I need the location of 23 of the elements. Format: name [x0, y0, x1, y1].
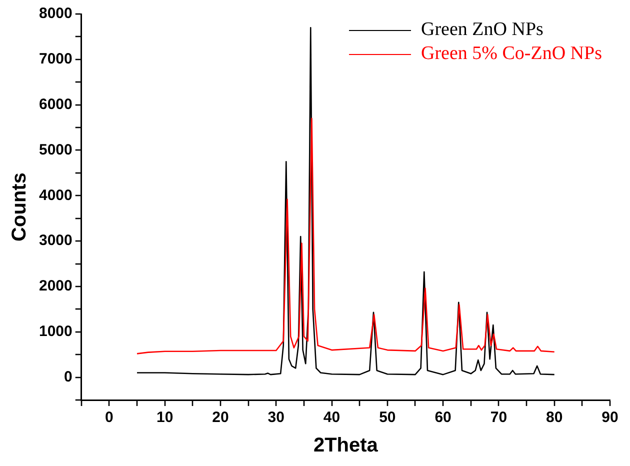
legend-label: Green 5% Co-ZnO NPs	[420, 42, 602, 66]
x-tick-label: 70	[490, 409, 508, 426]
y-tick-label: 4000	[38, 186, 72, 204]
x-tick-label: 20	[212, 409, 229, 426]
y-tick-label: 7000	[38, 50, 72, 68]
x-tick-label: 60	[434, 409, 452, 426]
y-tick-label: 3000	[38, 232, 72, 250]
x-tick-label: 50	[379, 409, 396, 426]
legend-label: Green ZnO NPs	[420, 18, 544, 42]
x-tick-label: 10	[156, 409, 174, 426]
y-tick-label: 2000	[38, 278, 72, 295]
y-axis-title: Counts	[8, 172, 31, 242]
x-tick-label: 90	[602, 409, 618, 426]
x-tick-label: 0	[105, 409, 114, 426]
y-tick-label: 8000	[38, 5, 72, 22]
x-tick-label: 80	[546, 409, 563, 426]
x-axis-title: 2Theta	[313, 434, 379, 457]
y-tick-label: 0	[64, 368, 72, 386]
x-tick-label: 40	[323, 409, 340, 426]
x-tick-label: 30	[268, 409, 284, 426]
y-tick-label: 5000	[38, 141, 72, 158]
y-tick-label: 6000	[38, 96, 72, 113]
y-tick-label: 1000	[38, 323, 72, 340]
